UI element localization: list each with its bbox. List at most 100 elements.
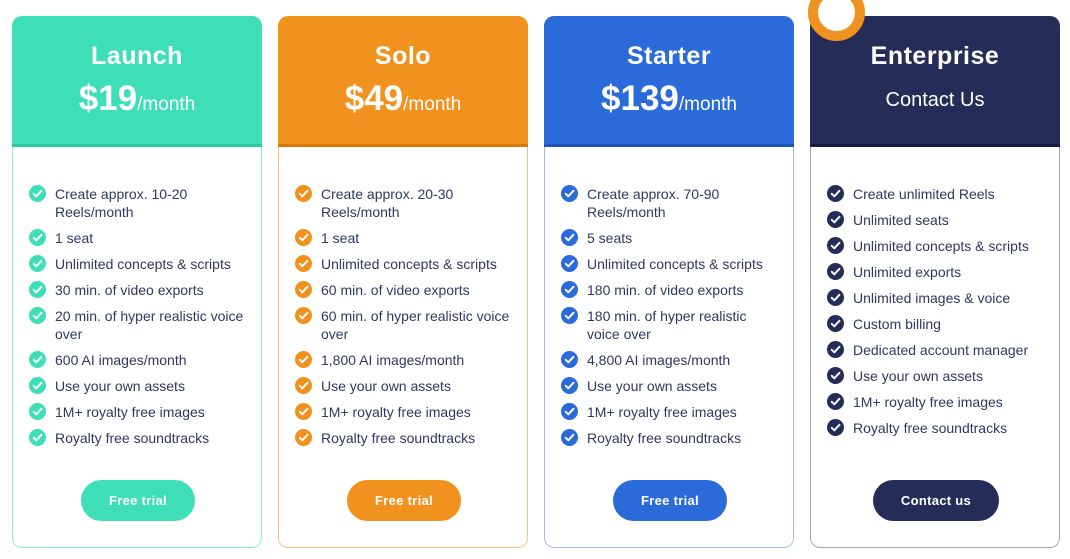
feature-item: Create approx. 70-90 Reels/month [561,185,779,221]
feature-item: 1M+ royalty free images [827,393,1045,411]
price-amount: $19 [78,79,138,118]
card-header: Enterprise Contact Us [810,16,1060,147]
feature-item: 60 min. of hyper realistic voice over [295,307,513,343]
feature-item: 600 AI images/month [29,351,247,369]
feature-text: 60 min. of hyper realistic voice over [321,308,510,342]
feature-text: Use your own assets [55,378,185,394]
feature-item: Royalty free soundtracks [29,429,247,447]
check-circle-icon [827,393,844,410]
feature-text: 30 min. of video exports [55,282,204,298]
feature-item: Unlimited concepts & scripts [561,255,779,273]
check-circle-icon [561,281,578,298]
feature-text: Unlimited exports [853,264,962,280]
feature-item: Unlimited exports [827,263,1045,281]
check-circle-icon [827,289,844,306]
check-circle-icon [827,367,844,384]
check-circle-icon [29,185,46,202]
price-amount: $49 [344,79,404,118]
free-trial-button[interactable]: Free trial [347,480,461,521]
check-circle-icon [827,419,844,436]
check-circle-icon [295,403,312,420]
feature-list: Create approx. 70-90 Reels/month 5 seats… [561,185,779,455]
feature-text: Use your own assets [587,378,717,394]
plan-price: $19/month [12,79,262,126]
feature-item: Unlimited concepts & scripts [295,255,513,273]
feature-text: Royalty free soundtracks [321,430,476,446]
feature-item: 4,800 AI images/month [561,351,779,369]
check-circle-icon [827,185,844,202]
feature-text: Use your own assets [853,368,983,384]
feature-item: Create approx. 10-20 Reels/month [29,185,247,221]
card-body: Create approx. 20-30 Reels/month 1 seat … [278,147,528,548]
feature-text: Create approx. 70-90 Reels/month [587,186,720,220]
feature-item: Create approx. 20-30 Reels/month [295,185,513,221]
feature-item: Royalty free soundtracks [561,429,779,447]
check-circle-icon [295,281,312,298]
feature-item: 1M+ royalty free images [295,403,513,421]
feature-text: Use your own assets [321,378,451,394]
feature-text: 180 min. of hyper realistic voice over [587,308,747,342]
check-circle-icon [295,307,312,324]
free-trial-button[interactable]: Free trial [613,480,727,521]
plan-title: Solo [374,42,432,70]
plan-price: $49/month [278,79,528,126]
feature-item: 180 min. of video exports [561,281,779,299]
feature-text: Create unlimited Reels [853,186,995,202]
feature-text: 180 min. of video exports [587,282,744,298]
feature-item: 1M+ royalty free images [561,403,779,421]
feature-text: 1,800 AI images/month [321,352,465,368]
pricing-card-launch: Launch $19/month Create approx. 10-20 Re… [12,16,262,548]
free-trial-button[interactable]: Free trial [81,480,195,521]
plan-subtitle: Contact Us [885,89,985,111]
check-circle-icon [561,255,578,272]
feature-text: Unlimited images & voice [853,290,1011,306]
feature-item: 1 seat [295,229,513,247]
plan-title: Enterprise [870,42,1000,70]
contact-us-button[interactable]: Contact us [872,480,1000,521]
feature-text: 1M+ royalty free images [55,404,205,420]
check-circle-icon [561,229,578,246]
check-circle-icon [29,351,46,368]
check-circle-icon [29,429,46,446]
check-circle-icon [29,307,46,324]
feature-text: 600 AI images/month [55,352,187,368]
feature-text: Unlimited concepts & scripts [321,256,497,272]
price-suffix: /month [403,94,462,115]
feature-text: Unlimited seats [853,212,949,228]
plan-title: Starter [626,42,712,70]
feature-list: Create approx. 20-30 Reels/month 1 seat … [295,185,513,455]
check-circle-icon [561,403,578,420]
feature-item: 180 min. of hyper realistic voice over [561,307,779,343]
feature-item: Royalty free soundtracks [295,429,513,447]
check-circle-icon [295,229,312,246]
pricing-card-starter: Starter $139/month Create approx. 70-90 … [544,16,794,548]
check-circle-icon [29,403,46,420]
feature-item: Unlimited seats [827,211,1045,229]
feature-text: Create approx. 20-30 Reels/month [321,186,454,220]
feature-item: Unlimited images & voice [827,289,1045,307]
check-circle-icon [561,377,578,394]
feature-item: Create unlimited Reels [827,185,1045,203]
check-circle-icon [827,341,844,358]
check-circle-icon [295,185,312,202]
check-circle-icon [561,307,578,324]
card-header: Starter $139/month [544,16,794,147]
feature-text: 60 min. of video exports [321,282,470,298]
feature-text: 20 min. of hyper realistic voice over [55,308,244,342]
check-circle-icon [561,429,578,446]
card-body: Create unlimited Reels Unlimited seats U… [810,147,1060,548]
feature-text: Unlimited concepts & scripts [55,256,231,272]
feature-item: Dedicated account manager [827,341,1045,359]
feature-item: Unlimited concepts & scripts [29,255,247,273]
card-body: Create approx. 70-90 Reels/month 5 seats… [544,147,794,548]
feature-text: Create approx. 10-20 Reels/month [55,186,188,220]
feature-item: Use your own assets [29,377,247,395]
feature-item: Use your own assets [295,377,513,395]
check-circle-icon [827,211,844,228]
feature-item: 5 seats [561,229,779,247]
card-header: Solo $49/month [278,16,528,147]
price-amount: $139 [601,79,679,118]
price-suffix: /month [678,94,737,115]
pricing-card-solo: Solo $49/month Create approx. 20-30 Reel… [278,16,528,548]
feature-item: Use your own assets [827,367,1045,385]
